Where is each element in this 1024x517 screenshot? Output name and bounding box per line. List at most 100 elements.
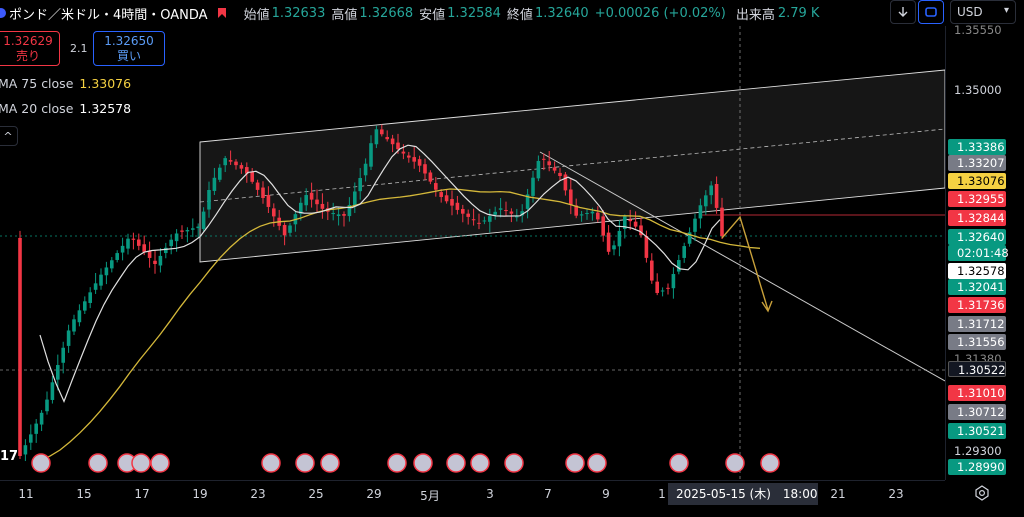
high-value: 1.32668	[359, 5, 414, 21]
buy-label: 買い	[116, 49, 141, 63]
flag-icon[interactable]	[565, 453, 585, 473]
candle-body	[439, 192, 443, 197]
price-axis-label: 1.29300	[954, 444, 1002, 458]
low-label: 安値	[419, 7, 446, 23]
candle-body	[477, 222, 481, 224]
candle-body	[509, 211, 514, 214]
candle-body	[558, 172, 562, 176]
flag-icon[interactable]	[446, 453, 466, 473]
price-badge: 1.32578	[948, 263, 1006, 279]
ma75-legend[interactable]: MA 75 close 1.33076	[0, 76, 131, 91]
candle-body	[531, 177, 535, 196]
candle-body	[261, 187, 265, 198]
candle-body	[363, 163, 368, 176]
sell-button[interactable]: 1.32629 売り	[0, 31, 60, 66]
candle-body	[385, 137, 389, 140]
flag-icon[interactable]	[31, 453, 51, 473]
flag-icon[interactable]	[760, 453, 780, 473]
time-axis-label: 25	[308, 487, 324, 501]
candle-body	[574, 205, 578, 216]
buy-button[interactable]: 1.32650 買い	[93, 31, 165, 66]
flag-icon[interactable]	[261, 453, 281, 473]
price-chart[interactable]: 17	[0, 26, 945, 480]
candle-body	[34, 423, 38, 434]
candle-body	[88, 292, 92, 303]
flag-icon[interactable]	[669, 453, 689, 473]
candle-body	[660, 290, 665, 292]
flag-icon[interactable]	[504, 453, 524, 473]
candle-body	[336, 214, 341, 216]
flag-icon[interactable]	[295, 453, 315, 473]
ma20-legend[interactable]: MA 20 close 1.32578	[0, 101, 131, 116]
volume-label: 出来高	[735, 7, 775, 23]
spread-value: 2.1	[70, 42, 88, 55]
economic-events[interactable]	[31, 453, 780, 473]
candle-body	[245, 167, 249, 174]
candle-body	[488, 216, 492, 222]
candle-body	[650, 260, 654, 281]
ma75-label: MA 75 close	[0, 76, 74, 91]
candle-body	[482, 220, 487, 222]
ma75-value: 1.33076	[79, 76, 132, 91]
collapse-legend-button[interactable]: ^	[0, 126, 18, 146]
time-axis[interactable]: 11 15 17 19 23 25 29 5月 3 7 9 1 21 23 2025-05-15 (木) …	[0, 480, 945, 506]
trend-line[interactable]	[539, 151, 945, 382]
candle-body	[579, 214, 584, 216]
candle-body	[77, 310, 82, 323]
parallel-channel[interactable]	[199, 69, 945, 263]
candle-body	[520, 211, 524, 216]
candle-body	[698, 205, 703, 219]
candle-body	[299, 202, 303, 214]
price-badge: 1.33076	[948, 173, 1006, 189]
candle-body	[282, 225, 287, 236]
price-badge: 1.31010	[948, 385, 1006, 401]
price-axis-top-label: 1.35550	[954, 23, 1002, 37]
projection-arrow[interactable]	[721, 215, 769, 311]
candle-body	[525, 194, 530, 209]
flag-icon[interactable]	[725, 453, 745, 473]
candle-body	[504, 210, 508, 212]
flag-icon[interactable]	[413, 453, 433, 473]
candle-body	[542, 158, 546, 160]
candle-body	[563, 174, 568, 191]
flag-icon[interactable]	[587, 453, 607, 473]
candle-body	[169, 239, 173, 247]
flag-icon[interactable]	[320, 453, 340, 473]
symbol-title[interactable]: ポンド／米ドル・4時間・OANDA	[9, 7, 208, 23]
candle-body	[304, 195, 308, 206]
price-badge: 1.31712	[948, 316, 1006, 332]
flag-icon[interactable]	[131, 453, 151, 473]
candle-body	[396, 142, 400, 150]
time-axis-label: 1	[658, 487, 666, 501]
candle-body	[115, 253, 119, 260]
replay-button[interactable]	[918, 0, 944, 24]
time-axis-label: 29	[366, 487, 382, 501]
price-badge: 1.33207	[948, 155, 1006, 171]
candle-body	[320, 203, 325, 209]
flag-icon[interactable]	[387, 453, 407, 473]
time-axis-label: 3	[486, 487, 494, 501]
candle-body	[693, 218, 697, 232]
chevron-down-icon: ▾	[1003, 5, 1009, 16]
flag-icon[interactable]	[470, 453, 490, 473]
candle-body	[201, 211, 206, 229]
candle-body	[126, 238, 130, 249]
candle-body	[569, 189, 573, 205]
candle-body	[315, 199, 319, 205]
candle-body	[547, 161, 551, 166]
candle-body	[347, 205, 352, 217]
currency-select[interactable]: USD ▾	[950, 0, 1016, 24]
price-badge: 1.31736	[948, 297, 1006, 313]
price-axis[interactable]: 1.35550 1.35000 1.31380 1.33386 1.33207 1.3…	[945, 23, 1024, 480]
close-label: 終値	[506, 7, 533, 23]
candle-body	[288, 225, 292, 233]
candle-body	[374, 129, 379, 145]
arrow-down-button[interactable]	[890, 0, 916, 24]
candle-body	[671, 274, 676, 289]
candle-body	[29, 434, 33, 443]
settings-gear-icon[interactable]	[974, 485, 990, 501]
close-value: 1.32640	[534, 5, 589, 21]
candle-body	[369, 143, 373, 167]
flag-icon[interactable]	[88, 453, 108, 473]
flag-icon[interactable]	[150, 453, 170, 473]
